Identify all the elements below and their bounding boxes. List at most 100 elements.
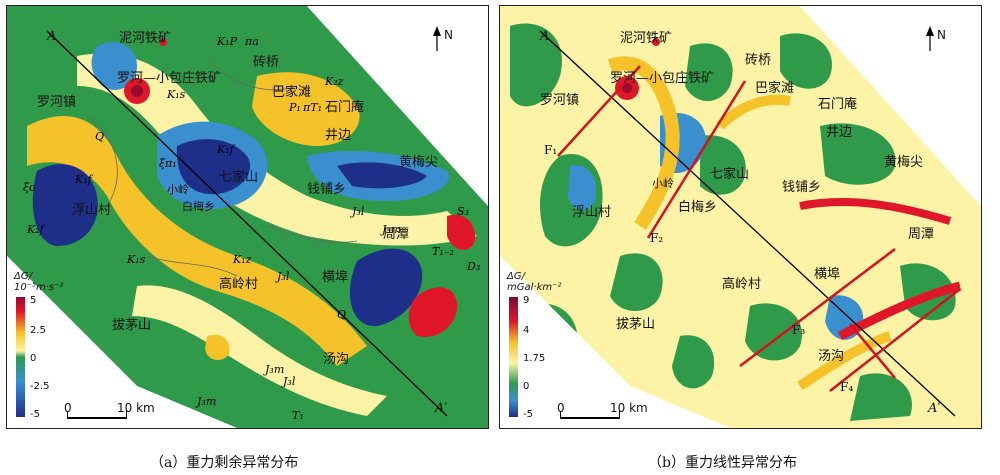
place-label: 横埠 [814,267,841,282]
place-label: 白梅乡 [182,200,215,213]
strata-label: ξo [23,181,36,194]
legend-title: ΔG/mGal·km⁻² [507,271,562,293]
strata-label: J₃m [382,223,402,236]
legend-tick: 4 [523,325,530,336]
place-label: 小岭 [652,177,674,190]
linear-gravity-map [500,6,981,428]
color-legend: ΔG/mGal·km⁻² 9 4 1.75 0 -5 [505,271,565,421]
place-label: 泥河铁矿 [119,31,172,46]
strata-label: K₁z [233,253,252,266]
place-label: 罗河—小包庄铁矿 [117,71,222,86]
profile-line [539,30,956,417]
place-label: 巴家滩 [272,85,312,100]
strata-label: K₁f [217,143,234,156]
north-arrow-icon [433,26,441,36]
legend-tick: 0 [30,353,37,364]
scale-zero: 0 [557,401,565,415]
strata-label: P₁ [289,101,301,114]
place-label: 周潭 [908,227,935,242]
place-label: 巴家滩 [755,81,795,96]
fault-label: F₃ [792,323,806,337]
place-label: 井边 [325,128,352,143]
place-label: 拔茅山 [112,318,152,333]
place-label: 七家山 [219,170,259,185]
legend-colorbar [509,297,518,417]
place-label: 高岭村 [219,277,259,292]
strata-label: T₁ [292,409,304,422]
place-label: 钱铺乡 [782,180,822,195]
fault-line-f2 [646,80,747,239]
place-label: 钱铺乡 [307,182,347,197]
fault-label: F₂ [650,231,664,245]
strata-label: J₃m [197,395,217,408]
legend-tick: 5 [30,295,37,306]
place-label: 白梅乡 [678,200,718,215]
strata-label: S₃ [457,205,469,218]
north-label: N [444,28,453,42]
caption-a: （a）重力剩余异常分布 [150,455,299,471]
place-label: 罗河—小包庄铁矿 [610,71,715,86]
strata-label: K₁s [167,88,186,101]
caption-b: （b）重力线性异常分布 [648,455,797,471]
strata-label: T₁₋₂ [432,245,454,258]
profile-line [46,30,448,417]
legend-tick: -5 [30,409,40,420]
place-label: 汤沟 [818,349,845,364]
strata-label: πT₁ [303,101,322,114]
place-label: 砖桥 [253,55,280,70]
profile-end-label: A′ [928,401,941,416]
legend-tick: 2.5 [30,325,46,336]
legend-tick: -5 [523,409,533,420]
strata-label: Q [95,130,105,143]
strata-label: J₃l [277,270,290,283]
nihe-mine-marker [159,38,167,46]
strata-label: K₂f [27,223,44,236]
north-arrow-icon [926,26,934,36]
place-label: 泥河铁矿 [620,31,673,46]
scale-distance: 10 km [610,401,648,415]
profile-start-label: A [540,29,550,44]
place-label: 周潭 [383,227,410,242]
strata-label: K₁s [127,253,146,266]
place-label: 黄梅尖 [399,155,439,170]
legend-tick: 0 [523,381,530,392]
place-label: 石门庵 [818,97,858,112]
fault-line-f4 [829,288,961,392]
strata-label: J₃l [352,205,365,218]
place-label: 拔茅山 [616,317,656,332]
strata-label: J₃m [265,363,285,376]
profile-end-label: A′ [435,401,448,416]
fault-label: F₄ [840,380,854,394]
fault-line-f4b [849,323,896,379]
scale-bar: 0 10 km [557,401,660,421]
scale-distance: 10 km [117,401,155,415]
legend-colorbar [16,297,25,417]
strata-label: Q [337,308,347,321]
strata-label: J₃l [283,375,296,388]
scale-bar: 0 10 km [64,401,167,421]
place-label: 高岭村 [722,277,762,292]
strata-label: πa [245,35,259,48]
legend-tick: 9 [523,295,530,306]
place-label: 浮山村 [572,205,612,220]
fault-label: F₁ [544,143,558,157]
strata-label: K₁f [75,173,92,186]
legend-title: ΔG/10⁻⁵m·s⁻² [14,271,64,293]
residual-gravity-map [7,6,488,428]
place-label: 井边 [826,125,853,140]
strata-label: K₁P [217,35,238,48]
strata-label: K₂z [325,75,344,88]
place-label: 黄梅尖 [884,155,924,170]
strata-label: D₃ [467,260,481,273]
legend-tick: 1.75 [523,353,546,364]
residual-gravity-map-panel: N A A′ 泥河铁矿 罗河—小包庄铁矿 砖桥 巴家滩 石门庵 罗河镇 井边 七… [6,5,489,429]
north-label: N [937,28,946,42]
place-label: 罗河镇 [37,95,77,110]
place-label: 横埠 [322,270,349,285]
linear-gravity-map-panel: N A A′ 泥河铁矿 罗河—小包庄铁矿 砖桥 巴家滩 石门庵 罗河镇 井边 七… [499,5,982,429]
legend-tick: -2.5 [30,381,50,392]
fault-line-f3 [739,248,896,367]
fault-line-f1 [557,65,641,157]
place-label: 石门庵 [325,100,365,115]
scale-zero: 0 [64,401,72,415]
